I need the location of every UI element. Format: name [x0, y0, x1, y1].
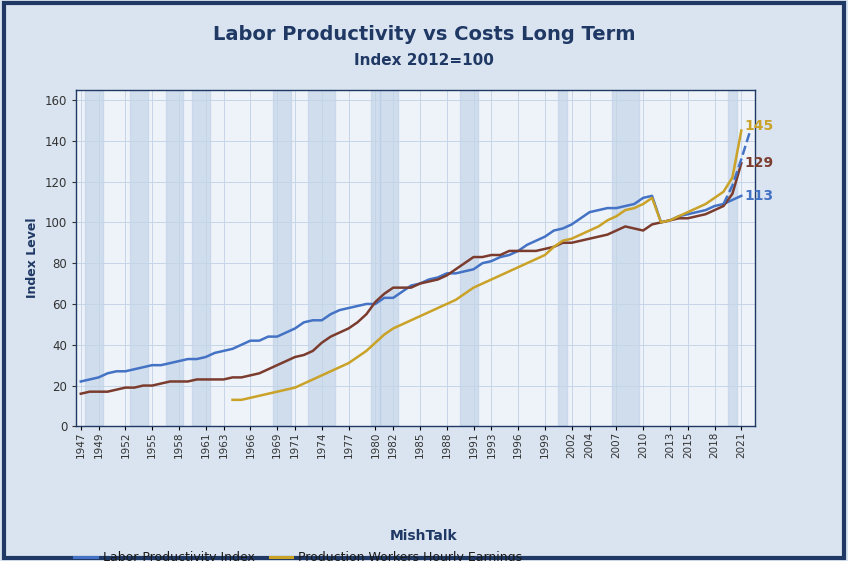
Text: Labor Productivity vs Costs Long Term: Labor Productivity vs Costs Long Term [213, 25, 635, 44]
Bar [165, 90, 183, 426]
Bar [380, 90, 398, 426]
Text: 145: 145 [744, 119, 773, 134]
Text: MishTalk: MishTalk [390, 529, 458, 543]
Bar [192, 90, 210, 426]
Bar [130, 90, 148, 426]
Bar [371, 90, 380, 426]
Bar [86, 90, 103, 426]
Bar [728, 90, 737, 426]
Bar [612, 90, 639, 426]
Bar [273, 90, 291, 426]
Text: 129: 129 [744, 156, 773, 170]
Legend: Labor Productivity Index, Unit Labor Costs Index, Production Workers Hourly Earn: Labor Productivity Index, Unit Labor Cos… [69, 546, 527, 561]
Bar [460, 90, 478, 426]
Bar [309, 90, 335, 426]
Text: 113: 113 [744, 189, 773, 203]
Text: Index 2012=100: Index 2012=100 [354, 53, 494, 68]
Bar [558, 90, 567, 426]
Y-axis label: Index Level: Index Level [26, 218, 39, 298]
